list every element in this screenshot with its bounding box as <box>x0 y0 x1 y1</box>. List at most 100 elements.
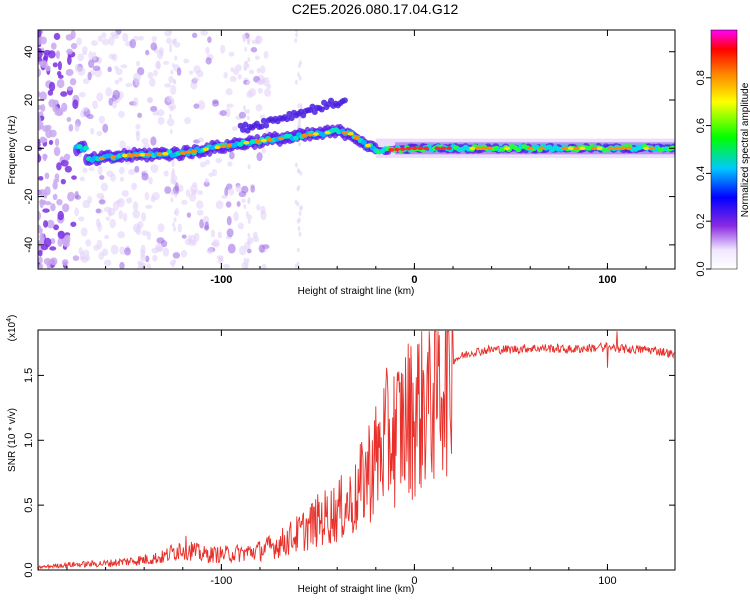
noise-blob <box>248 88 257 97</box>
noise-blob <box>151 36 157 42</box>
noise-blob <box>92 100 98 110</box>
noise-blob <box>70 221 77 227</box>
noise-blob <box>53 32 61 41</box>
upper-arm-blob <box>341 97 348 104</box>
noise-blob <box>74 191 79 199</box>
noise-blob <box>40 60 48 69</box>
noise-blob <box>133 97 139 107</box>
noise-blob <box>103 259 112 267</box>
noise-blob <box>160 240 168 248</box>
noise-blob <box>251 39 258 45</box>
noise-blob <box>74 63 80 72</box>
ridge-hotspot <box>486 146 493 151</box>
noise-blob <box>135 226 142 236</box>
noise-blob <box>99 175 105 180</box>
noise-blob <box>74 207 79 217</box>
noise-blob <box>235 184 242 193</box>
noise-blob <box>190 80 198 90</box>
ridge-hotspot <box>301 133 308 138</box>
noise-blob <box>67 55 72 66</box>
noise-streak <box>298 210 302 216</box>
noise-blob <box>180 249 188 258</box>
noise-blob <box>153 69 158 77</box>
noise-blob <box>228 188 235 196</box>
noise-blob <box>170 84 177 95</box>
noise-blob <box>72 255 80 262</box>
ridge-hotspot <box>255 139 262 144</box>
noise-blob <box>132 201 139 211</box>
noise-blob <box>82 167 88 174</box>
noise-streak <box>296 261 300 267</box>
noise-streak <box>297 72 301 78</box>
noise-blob <box>38 263 44 269</box>
noise-blob <box>227 243 236 254</box>
noise-blob <box>41 137 48 143</box>
noise-streak <box>174 193 178 199</box>
noise-blob <box>88 59 95 68</box>
noise-blob <box>236 201 241 207</box>
noise-blob <box>140 254 147 262</box>
noise-blob <box>258 244 266 253</box>
noise-blob <box>78 91 86 98</box>
noise-blob <box>63 241 70 248</box>
noise-blob <box>229 75 237 82</box>
noise-blob <box>44 124 52 131</box>
noise-streak <box>243 204 247 210</box>
noise-blob <box>210 229 216 238</box>
noise-blob <box>38 154 42 163</box>
ridge-hotspot <box>121 153 128 158</box>
ridge-hotspot <box>202 147 209 152</box>
noise-streak <box>173 104 177 110</box>
noise-blob <box>56 71 62 77</box>
noise-blob <box>135 131 141 142</box>
ridge-hotspot <box>405 146 412 151</box>
noise-blob <box>141 172 149 181</box>
noise-blob <box>149 77 156 88</box>
noise-streak <box>245 260 249 266</box>
noise-blob <box>83 106 89 112</box>
noise-blob <box>150 105 158 112</box>
x-tick-label: 100 <box>598 575 616 587</box>
noise-streak <box>243 257 247 263</box>
noise-blob <box>110 173 117 182</box>
noise-blob <box>44 172 50 180</box>
noise-streak <box>298 75 302 81</box>
noise-streak <box>297 168 301 174</box>
noise-streak <box>296 247 300 253</box>
noise-streak <box>246 115 250 121</box>
noise-blob <box>146 263 152 269</box>
noise-streak <box>297 184 301 190</box>
noise-blob <box>82 199 91 209</box>
noise-blob <box>50 42 57 50</box>
ridge-hotspot <box>388 147 395 152</box>
noise-streak <box>247 57 251 63</box>
noise-blob <box>52 181 58 190</box>
noise-blob <box>103 206 112 213</box>
noise-blob <box>90 128 95 135</box>
noise-blob <box>150 195 156 203</box>
noise-blob <box>172 252 181 259</box>
ridge-hotspot <box>185 150 192 154</box>
noise-blob <box>44 201 52 206</box>
noise-blob <box>207 36 212 43</box>
noise-blob <box>119 140 126 150</box>
noise-blob <box>184 238 192 246</box>
y-tick-label: 0 <box>23 145 35 151</box>
ridge-hotspot <box>139 153 146 157</box>
ridge-hotspot <box>324 130 331 135</box>
ridge-hotspot <box>573 146 580 151</box>
noise-blob <box>56 198 63 206</box>
ridge-hotspot <box>480 146 487 151</box>
noise-blob <box>90 40 98 46</box>
ridge-hotspot <box>243 140 250 145</box>
y-tick-label: 1.5 <box>23 368 35 383</box>
noise-blob <box>38 115 42 124</box>
noise-blob <box>77 53 85 62</box>
noise-blob <box>137 35 144 41</box>
noise-blob <box>49 246 57 251</box>
noise-blob <box>154 61 161 69</box>
noise-blob <box>178 184 184 193</box>
ridge-hotspot <box>538 146 545 151</box>
noise-blob <box>43 257 52 266</box>
